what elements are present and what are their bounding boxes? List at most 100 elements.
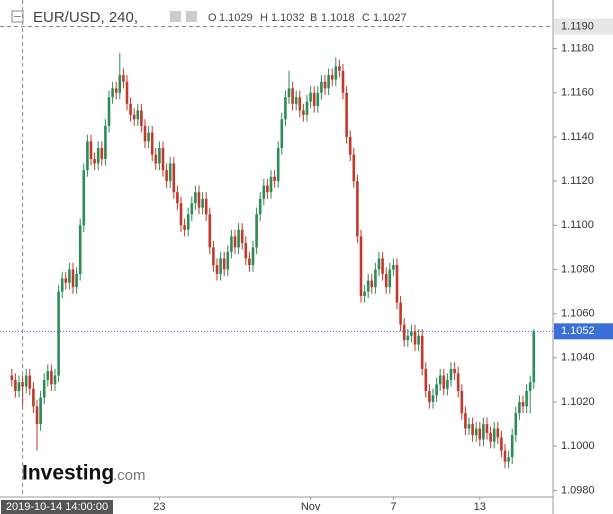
candle-body — [194, 192, 197, 204]
candle-body — [244, 242, 248, 259]
candle-body — [237, 229, 240, 248]
candle-body — [230, 236, 233, 252]
settings-icon[interactable] — [186, 11, 197, 22]
candle-body — [309, 92, 312, 102]
candle-body — [532, 331, 536, 383]
candle-body — [233, 236, 237, 248]
candle-body — [453, 368, 456, 374]
candle-body — [320, 81, 323, 93]
candle-body — [78, 225, 82, 274]
y-tick-label: 1.1120 — [561, 175, 594, 187]
last-price-label: 1.1052 — [561, 325, 595, 337]
candle-body — [14, 379, 17, 391]
candle-body — [492, 428, 496, 442]
candle-body — [93, 159, 96, 164]
candle-body — [197, 192, 201, 208]
candle-body — [53, 375, 57, 385]
y-tick-label: 1.1080 — [561, 263, 595, 275]
candle-body — [456, 373, 460, 391]
candle-body — [356, 181, 359, 237]
candle-body — [222, 258, 226, 270]
candle-body — [503, 450, 507, 462]
candle-body — [327, 75, 330, 89]
candle-body — [201, 198, 204, 208]
candle-body — [363, 291, 366, 296]
legend: O 1.1029 H 1.1032 B 1.1018 C 1.1027 — [208, 12, 407, 24]
candle-body — [39, 397, 42, 425]
candle-body — [42, 379, 46, 398]
candle-body — [114, 88, 118, 93]
candle-body — [21, 382, 24, 387]
candle-body — [125, 81, 129, 104]
candle-body — [186, 214, 190, 230]
legend-key: C — [362, 12, 370, 24]
candle-body — [240, 229, 244, 243]
candle-body — [165, 170, 168, 182]
candle-body — [287, 88, 291, 98]
collapse-icon[interactable] — [11, 10, 24, 23]
candle-body — [71, 269, 75, 288]
candle-body — [154, 154, 158, 164]
candle-body — [496, 428, 500, 438]
candle-body — [410, 331, 413, 336]
candle-body — [212, 247, 215, 266]
candle-body — [35, 406, 39, 425]
candle-body — [507, 457, 510, 462]
legend-value: 1.1032 — [271, 12, 305, 24]
candle-body — [68, 269, 71, 283]
candle-body — [341, 70, 345, 93]
candle-body — [489, 432, 492, 442]
candle-body — [377, 258, 381, 270]
candle-body — [226, 251, 230, 270]
candle-body — [518, 402, 521, 414]
candle-body — [413, 331, 417, 345]
candle-body — [82, 170, 86, 226]
candle-body — [204, 198, 208, 215]
candle-body — [521, 402, 525, 407]
candle-body — [514, 413, 518, 436]
candle-body — [136, 110, 140, 120]
candle-body — [266, 185, 269, 193]
candle-body — [172, 163, 176, 193]
candle-body — [104, 125, 107, 160]
candle-body — [478, 428, 482, 440]
candle-body — [24, 375, 28, 387]
candle-body — [352, 154, 356, 182]
candle-body — [460, 390, 464, 414]
candle-body — [417, 335, 420, 345]
candle-body — [46, 371, 50, 380]
logo-main: Investing — [22, 462, 114, 485]
candle-body — [305, 101, 309, 115]
candle-body — [424, 368, 428, 391]
x-tick-label: 23 — [153, 501, 165, 513]
candle-body — [345, 92, 348, 137]
candle-body — [359, 236, 363, 296]
candle-body — [435, 384, 438, 396]
candle-body — [255, 214, 258, 248]
y-tick-label: 1.1000 — [561, 440, 595, 452]
candle-body — [150, 132, 154, 155]
visibility-icon[interactable] — [170, 11, 181, 22]
candle-body — [17, 382, 21, 391]
x-tick-label: Nov — [301, 501, 321, 513]
candle-body — [208, 214, 212, 248]
y-tick-label: 1.1040 — [561, 352, 595, 364]
candle-body — [291, 88, 294, 104]
candle-body — [183, 225, 186, 230]
candle-body — [348, 136, 352, 155]
legend-value: 1.1029 — [219, 12, 253, 24]
candle-body — [431, 395, 435, 403]
candle-body — [370, 280, 374, 288]
candle-body — [158, 147, 161, 164]
candle-body — [215, 265, 219, 274]
candle-body — [280, 119, 284, 148]
candle-body — [316, 92, 320, 107]
legend-key: B — [310, 12, 317, 24]
x-tick-label: 13 — [474, 501, 486, 513]
candle-body — [442, 375, 446, 389]
y-tick-label: 1.1160 — [561, 87, 594, 99]
crosshair-x-box — [1, 500, 113, 514]
candle-body — [330, 75, 334, 80]
y-tick-label: 1.0980 — [561, 484, 595, 496]
